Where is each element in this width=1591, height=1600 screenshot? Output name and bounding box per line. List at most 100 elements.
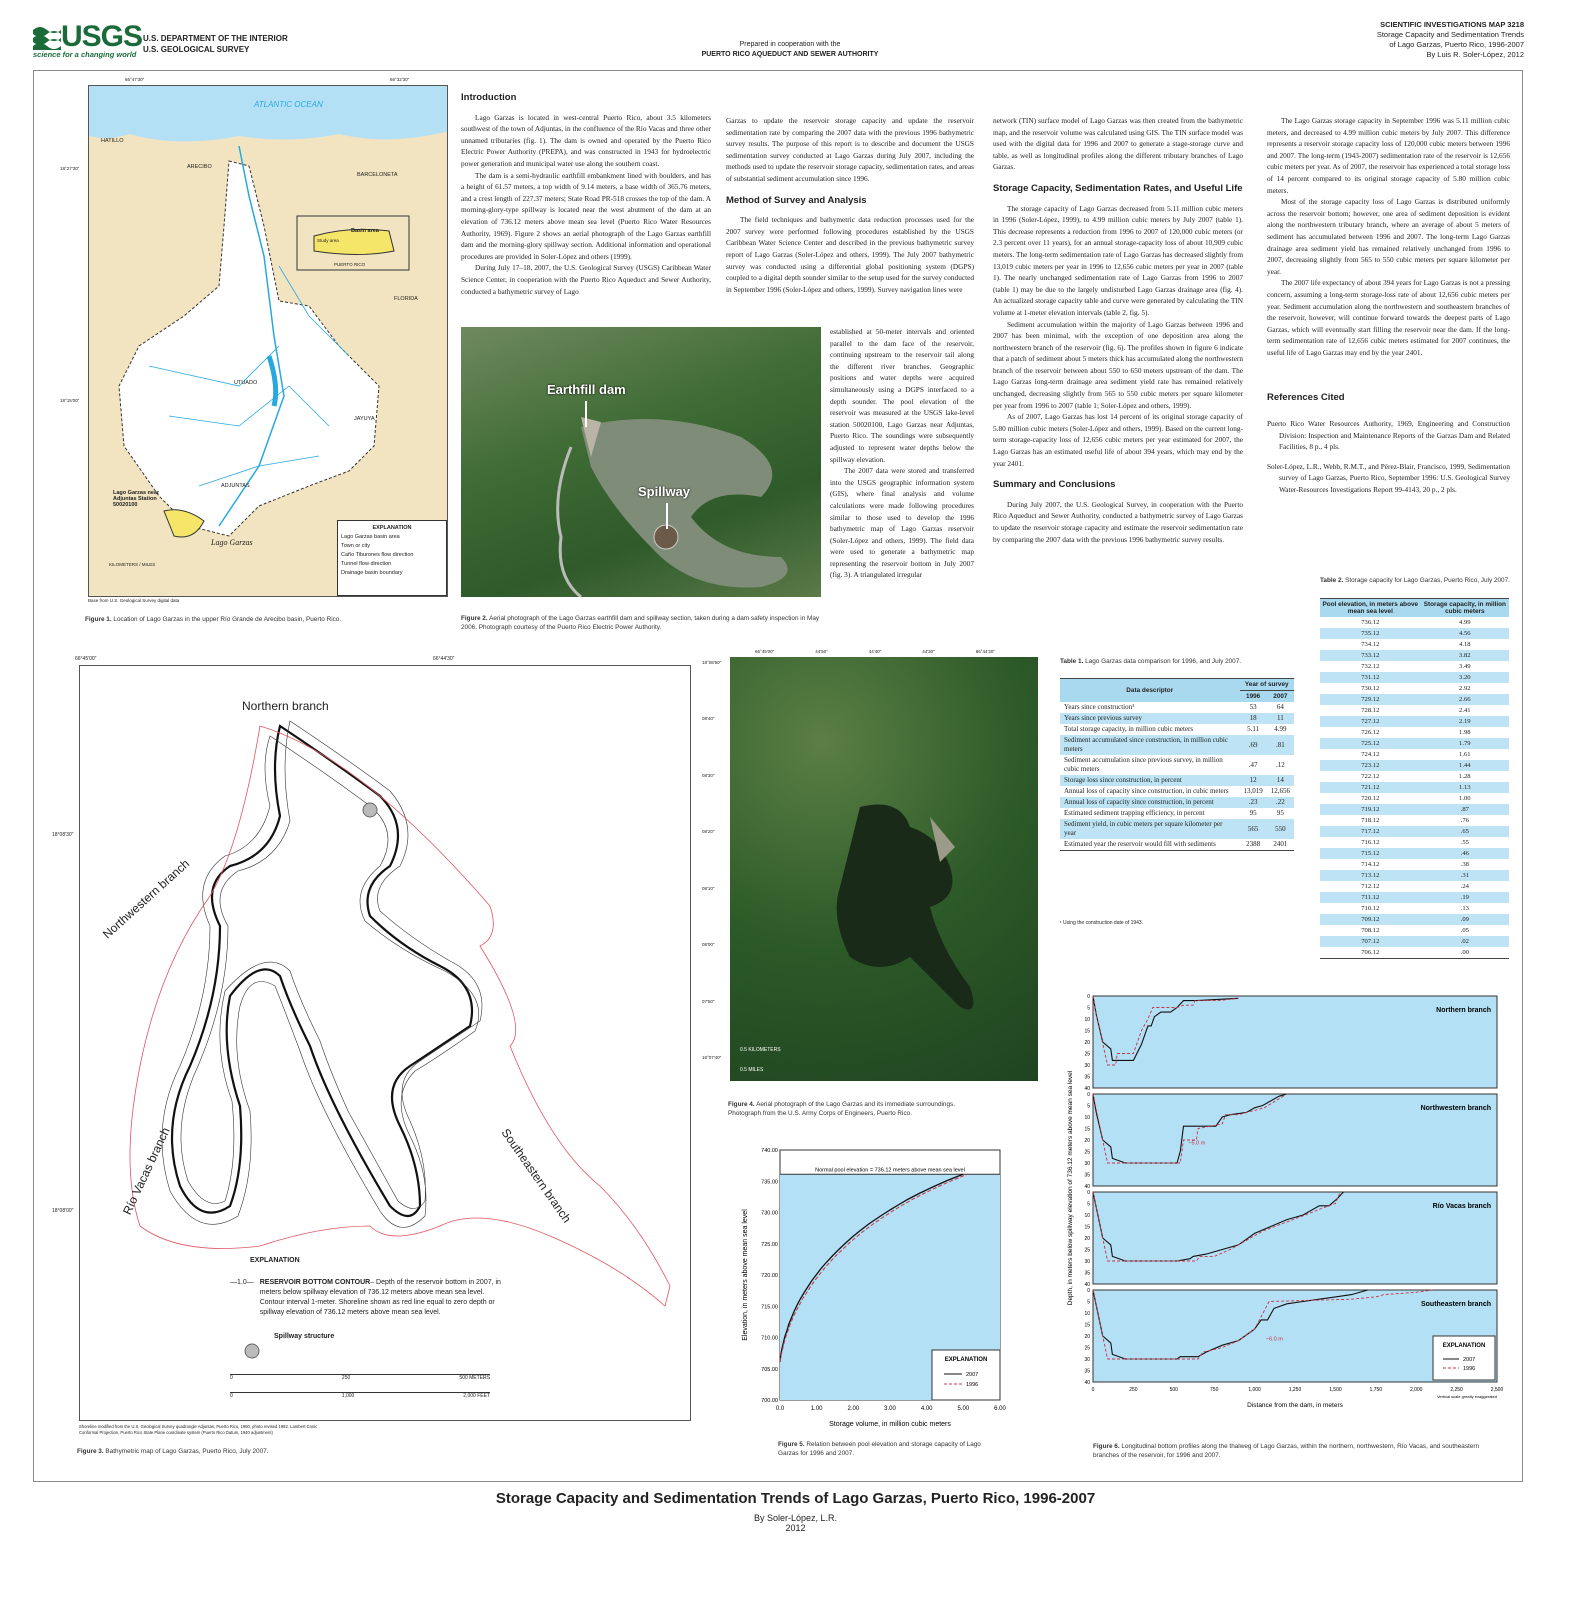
x-tick-label: 4.00 [921,1406,933,1412]
x-tick-label: 1,000 [1248,1387,1261,1393]
table-row: 730.12 2.92 [1320,683,1509,694]
table-cell: 728.12 [1361,707,1380,714]
y-tick-label: 705.00 [761,1367,778,1373]
table-cell: 18 [1239,713,1267,724]
table-cell: .19 [1420,892,1509,903]
y-tick-label: 0 [1087,1288,1090,1294]
table-cell: 1.79 [1420,738,1509,749]
y-tick-label: 40 [1084,1282,1090,1288]
table-cell: 4.56 [1420,628,1509,639]
table-cell: Sediment accumulated since construction,… [1060,735,1240,755]
figure4-caption: Figure 4. Aerial photograph of the Lago … [728,1101,956,1117]
table-row: Sediment yield, in cubic meters per squa… [1060,819,1294,839]
table-cell: 719.12 [1320,804,1421,815]
figure1-location-map: ATLANTIC OCEAN HATILLO ARECIBO BARCELONE… [88,85,448,597]
text-column-2-continued: established at 50-meter intervals and or… [830,327,974,580]
arrow-icon [585,401,587,427]
y-tick-label: 10 [1084,1017,1090,1023]
table-cell: 12,656 [1270,787,1290,795]
table-cell: Sediment yield, in cubic meters per squa… [1060,819,1240,839]
y-tick-label: 15 [1084,1323,1090,1329]
table-cell: 2.41 [1459,707,1471,714]
table-row: Estimated year the reservoir would fill … [1060,839,1294,850]
y-tick-label: 715.00 [761,1304,778,1310]
table-cell: 2.66 [1420,694,1509,705]
y-tick-label: 20 [1084,1138,1090,1144]
usgs-wave-icon [33,27,61,50]
table-cell: Annual loss of capacity since constructi… [1060,797,1240,808]
y-tick-label: 20 [1084,1040,1090,1046]
table-cell: .22 [1266,797,1294,808]
table-cell: Total storage capacity, in million cubic… [1064,725,1194,733]
figure5-caption: Figure 5. Relation between pool elevatio… [778,1441,981,1457]
y-tick-label: 35 [1084,1173,1090,1179]
x-tick-label: 2,500 [1491,1387,1504,1393]
table-row: Storage loss since construction, in perc… [1060,775,1294,786]
table-row: 734.12 4.18 [1320,639,1509,650]
deposition-annotation: ~5.0 m [1188,1141,1205,1147]
figure4-scale-bar: 0.5 KILOMETERS 0.5 MILES [740,1047,781,1073]
table-row: Years since construction¹ 53 64 [1060,702,1294,713]
legend-box [1432,1335,1496,1381]
table-cell: .65 [1420,826,1509,837]
y-tick-label: 25 [1084,1346,1090,1352]
x-tick-label: 5.00 [957,1406,969,1412]
footer: Storage Capacity and Sedimentation Trend… [495,1490,1096,1533]
table-row: 732.12 3.49 [1320,661,1509,672]
profile-panel [1092,1191,1498,1285]
legend-label: 2007 [966,1372,978,1378]
table-cell: 1.61 [1459,751,1471,758]
table-cell: 1.98 [1459,729,1471,736]
table-cell: .81 [1266,735,1294,755]
table-cell: 725.12 [1320,738,1421,749]
table-cell: 5.11 [1247,725,1260,733]
profile-line-2007 [1092,1191,1344,1262]
location-map-graphic [89,86,447,538]
y-tick-label: 5 [1087,1104,1090,1110]
table-row: 727.12 2.19 [1320,716,1509,727]
figure1-caption: Figure 1. Location of Lago Garzas in the… [85,616,342,623]
table-cell: .46 [1420,848,1509,859]
table-row: 720.12 1.00 [1320,793,1509,804]
y-tick-label: 30 [1084,1259,1090,1265]
table-cell: 2.92 [1459,685,1471,692]
table-cell: .55 [1460,839,1469,846]
text-column-2: Garzas to update the reservoir storage c… [726,116,974,294]
table-cell: 550 [1266,819,1294,839]
x-tick-label: 0 [1092,1387,1095,1393]
table-cell: Estimated year the reservoir would fill … [1064,840,1216,848]
table-row: 724.12 1.61 [1320,749,1509,760]
table-cell: 2.19 [1420,716,1509,727]
table-cell: 12 [1239,775,1267,786]
figure5-chart: Normal pool elevation = 736.12 meters ab… [742,1148,1006,1428]
table-row: Estimated sediment trapping efficiency, … [1060,808,1294,819]
x-tick-label: 2,250 [1450,1387,1463,1393]
table-cell: 710.12 [1361,905,1380,912]
y-tick-label: 30 [1084,1063,1090,1069]
table-cell: .69 [1239,735,1267,755]
profile-panel [1092,1093,1498,1187]
table-cell: 712.12 [1361,883,1380,890]
table-cell: 715.12 [1320,848,1421,859]
y-tick-label: 10 [1084,1213,1090,1219]
table-row: 719.12.87 [1320,804,1509,815]
table-row: Years since previous survey 18 11 [1060,713,1294,724]
table-cell: 53 [1249,703,1257,711]
table-cell: 713.12 [1320,870,1421,881]
y-axis-label: Depth, in meters below spillway elevatio… [1067,1070,1074,1305]
table-row: 729.12 2.66 [1320,694,1509,705]
y-tick-label: 15 [1084,1127,1090,1133]
profile-panel [1092,1289,1498,1383]
y-tick-label: 20 [1084,1236,1090,1242]
scale-note: Vertical scale greatly exaggerated [1437,1394,1497,1399]
x-tick-label: 0.0 [776,1406,785,1412]
table-cell: 735.12 [1320,628,1421,639]
figure3-explanation: EXPLANATION —1.0— RESERVOIR BOTTOM CONTOU… [230,1257,501,1340]
figure3-caption: Figure 3. Bathymetric map of Lago Garzas… [77,1448,269,1455]
series-line-2007 [779,1173,964,1362]
table-cell: 714.12 [1361,861,1380,868]
panel-title: Northwestern branch [1421,1105,1491,1112]
table-cell: 1.00 [1459,795,1471,802]
table-row: Annual loss of capacity since constructi… [1060,786,1294,797]
table-cell: 732.12 [1361,663,1380,670]
